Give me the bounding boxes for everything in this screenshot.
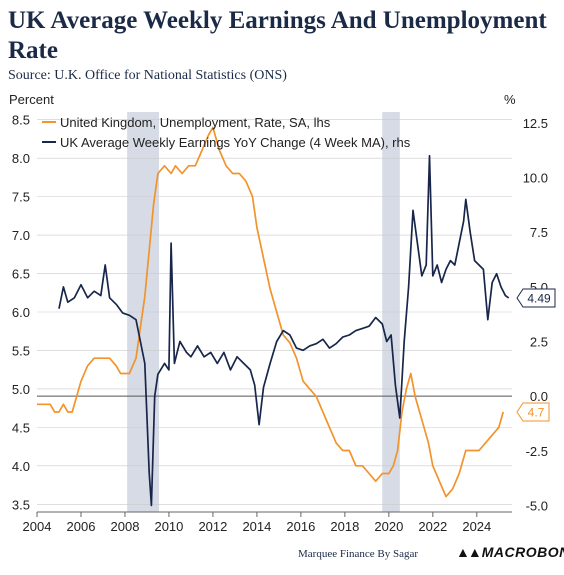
legend-label: United Kingdom, Unemployment, Rate, SA, … bbox=[60, 115, 331, 130]
x-tick-label: 2024 bbox=[462, 519, 491, 534]
x-tick-label: 2010 bbox=[154, 519, 183, 534]
series-line-earnings bbox=[58, 154, 510, 507]
right-tick-label: 2.5 bbox=[530, 335, 548, 350]
left-tick-label: 3.5 bbox=[12, 497, 30, 512]
x-tick-label: 2012 bbox=[198, 519, 227, 534]
latest-value-tag bbox=[516, 402, 550, 422]
x-tick-label: 2008 bbox=[111, 519, 140, 534]
left-tick-label: 5.0 bbox=[12, 382, 30, 397]
right-tick-label: -5.0 bbox=[526, 498, 548, 513]
x-tick-label: 2006 bbox=[67, 519, 96, 534]
x-tick-label: 2022 bbox=[418, 519, 447, 534]
legend-label: UK Average Weekly Earnings YoY Change (4… bbox=[60, 135, 411, 150]
right-tick-label: 12.5 bbox=[523, 116, 548, 131]
left-tick-label: 6.5 bbox=[12, 267, 30, 282]
x-tick-label: 2004 bbox=[23, 519, 52, 534]
chart-title: UK Average Weekly Earnings And Unemploym… bbox=[8, 7, 547, 64]
left-tick-label: 7.0 bbox=[12, 228, 30, 243]
latest-value-label: 4.49 bbox=[527, 292, 551, 306]
left-tick-label: 8.0 bbox=[12, 151, 30, 166]
right-tick-label: 0.0 bbox=[530, 389, 548, 404]
chart-source: Source: U.K. Office for National Statist… bbox=[8, 68, 287, 83]
right-tick-label: 10.0 bbox=[523, 171, 548, 186]
left-tick-label: 5.5 bbox=[12, 343, 30, 358]
left-tick-label: 4.5 bbox=[12, 420, 30, 435]
right-axis-label: % bbox=[504, 92, 516, 107]
series-line-unemployment bbox=[37, 126, 505, 498]
latest-value-label: 4.7 bbox=[528, 406, 545, 420]
credit-text: Marquee Finance By Sagar bbox=[298, 548, 419, 560]
x-tick-label: 2016 bbox=[286, 519, 315, 534]
left-axis-label: Percent bbox=[9, 92, 54, 107]
x-tick-label: 2020 bbox=[374, 519, 403, 534]
left-tick-label: 7.5 bbox=[12, 190, 30, 205]
left-tick-label: 6.0 bbox=[12, 305, 30, 320]
x-tick-label: 2018 bbox=[330, 519, 359, 534]
latest-value-tag bbox=[516, 288, 556, 308]
left-tick-label: 8.5 bbox=[12, 113, 30, 128]
logo-mark-icon: ▲▲ bbox=[456, 544, 482, 560]
left-tick-label: 4.0 bbox=[12, 459, 30, 474]
right-tick-label: -2.5 bbox=[526, 444, 548, 459]
right-tick-label: 7.5 bbox=[530, 225, 548, 240]
logo-text: MACROBOND bbox=[481, 544, 564, 560]
x-tick-label: 2014 bbox=[242, 519, 271, 534]
macrobond-logo: ▲▲MACROBOND bbox=[456, 544, 564, 560]
